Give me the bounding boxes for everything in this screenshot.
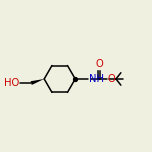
Text: HO: HO <box>4 78 19 88</box>
Text: NH: NH <box>88 74 104 84</box>
Polygon shape <box>31 79 44 85</box>
Text: O: O <box>107 74 115 84</box>
Text: O: O <box>95 59 103 69</box>
